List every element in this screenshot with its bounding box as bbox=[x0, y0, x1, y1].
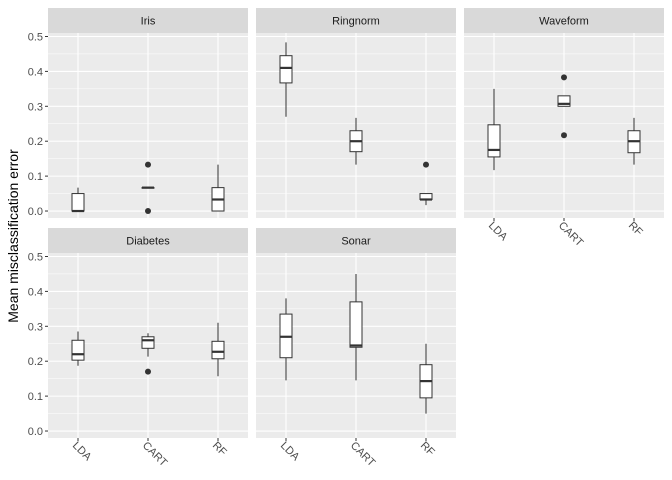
facet-title-sonar: Sonar bbox=[341, 236, 371, 248]
box-body-iris-lda bbox=[71, 193, 85, 212]
box-waveform-lda bbox=[487, 88, 501, 171]
outlier-point-iris-cart bbox=[145, 161, 151, 168]
outlier-point-iris-cart bbox=[145, 208, 151, 215]
facet-title-waveform: Waveform bbox=[539, 16, 589, 28]
x-tick-label-rf: RF bbox=[210, 440, 229, 459]
box-body-diabetes-lda bbox=[71, 339, 85, 361]
y-tick-label: 0.1 bbox=[28, 171, 43, 183]
box-iris-cart bbox=[141, 161, 155, 215]
facet-strip-sonar bbox=[256, 228, 456, 253]
y-tick-label: 0.0 bbox=[28, 206, 43, 218]
facet-strip-ringnorm bbox=[256, 8, 456, 33]
facet-title-diabetes: Diabetes bbox=[126, 236, 170, 248]
x-tick-label-lda: LDA bbox=[278, 440, 302, 464]
y-tick-label: 0.0 bbox=[28, 426, 43, 438]
facet-iris: Iris 0.0 0.1 0.2 0.3 0.4 0.5 bbox=[28, 8, 248, 218]
facet-waveform: Waveform LDA CART RF bbox=[464, 8, 664, 249]
box-iris-lda bbox=[71, 187, 85, 213]
x-tick-label-lda: LDA bbox=[70, 440, 94, 464]
y-tick-label: 0.4 bbox=[28, 66, 43, 78]
box-body-diabetes-rf bbox=[211, 340, 225, 360]
box-diabetes-cart bbox=[141, 333, 155, 375]
x-tick-label-rf: RF bbox=[626, 220, 645, 239]
box-waveform-cart bbox=[557, 74, 571, 139]
box-body-diabetes-cart bbox=[141, 336, 155, 349]
box-body-ringnorm-lda bbox=[279, 55, 293, 84]
facet-strip-diabetes bbox=[48, 228, 248, 253]
facet-ringnorm: Ringnorm bbox=[256, 8, 456, 218]
facet-panels: Iris 0.0 0.1 0.2 0.3 0.4 0.5 Ringnorm Waveform LD… bbox=[28, 8, 664, 469]
box-iris-rf bbox=[211, 164, 225, 212]
outlier-point-waveform-cart bbox=[561, 74, 567, 81]
y-tick-label: 0.5 bbox=[28, 251, 43, 263]
outlier-point-diabetes-cart bbox=[145, 368, 151, 375]
facet-strip-iris bbox=[48, 8, 248, 33]
box-body-sonar-cart bbox=[349, 301, 363, 348]
box-ringnorm-cart bbox=[349, 117, 363, 165]
y-tick-label: 0.5 bbox=[28, 31, 43, 43]
facet-title-ringnorm: Ringnorm bbox=[332, 16, 380, 28]
box-sonar-lda bbox=[279, 298, 293, 381]
y-tick-label: 0.1 bbox=[28, 391, 43, 403]
outlier-point-ringnorm-rf bbox=[423, 161, 429, 168]
box-sonar-cart bbox=[349, 273, 363, 381]
box-diabetes-lda bbox=[71, 331, 85, 366]
y-tick-label: 0.3 bbox=[28, 321, 43, 333]
facet-title-iris: Iris bbox=[141, 16, 156, 28]
box-ringnorm-lda bbox=[279, 42, 293, 117]
facet-diabetes: Diabetes 0.0 0.1 0.2 0.3 0.4 0.5 LDA CART RF bbox=[28, 228, 248, 469]
x-tick-label-cart: CART bbox=[140, 440, 170, 470]
x-tick-label-rf: RF bbox=[418, 440, 437, 459]
outlier-point-waveform-cart bbox=[561, 132, 567, 139]
box-sonar-rf bbox=[419, 343, 433, 414]
x-tick-label-lda: LDA bbox=[486, 220, 510, 244]
box-ringnorm-rf bbox=[419, 161, 433, 206]
x-tick-label-cart: CART bbox=[348, 440, 378, 470]
box-waveform-rf bbox=[627, 117, 641, 165]
y-tick-label: 0.2 bbox=[28, 136, 43, 148]
y-tick-label: 0.4 bbox=[28, 286, 43, 298]
facet-sonar: Sonar LDA CART RF bbox=[256, 228, 456, 469]
y-tick-label: 0.2 bbox=[28, 356, 43, 368]
y-tick-label: 0.3 bbox=[28, 101, 43, 113]
box-body-waveform-lda bbox=[487, 124, 501, 158]
y-axis-title: Mean misclassification error bbox=[5, 149, 21, 323]
x-tick-label-cart: CART bbox=[556, 220, 586, 250]
facet-strip-waveform bbox=[464, 8, 664, 33]
box-body-waveform-cart bbox=[557, 95, 571, 107]
box-diabetes-rf bbox=[211, 322, 225, 377]
